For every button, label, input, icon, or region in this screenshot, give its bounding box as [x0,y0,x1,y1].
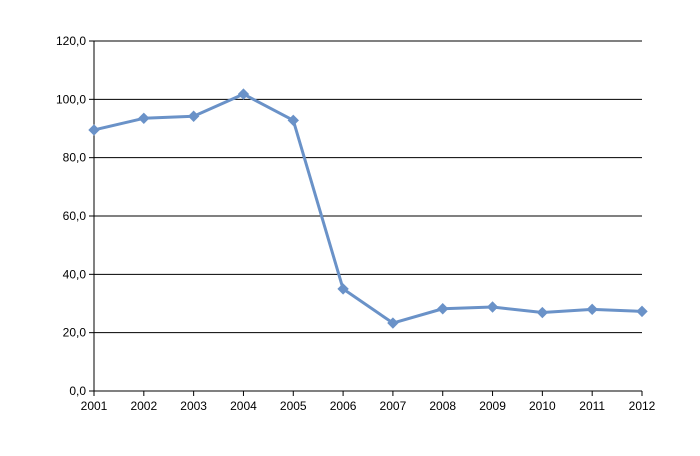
data-point-2012 [636,305,648,318]
series [88,88,648,329]
y-tick-label: 40,0 [63,267,87,281]
data-point-2007 [387,317,399,329]
gridlines [94,40,642,334]
data-point-2011 [586,303,598,316]
data-point-2002 [138,112,150,124]
x-tick-label: 2011 [579,399,605,413]
x-tick-label: 2010 [529,399,556,413]
data-point-2003 [187,110,200,122]
data-point-2005 [287,114,299,127]
data-point-2008 [437,303,449,315]
x-tick-label: 2007 [380,399,407,413]
x-tick-label: 2005 [280,399,307,413]
y-tick-label: 100,0 [56,92,86,106]
axes [89,40,643,396]
x-tick-label: 2008 [429,399,456,413]
x-tick-label: 2012 [629,399,656,413]
y-tick-label: 20,0 [63,326,87,340]
x-tick-label: 2009 [479,399,506,413]
y-tick-label: 0,0 [69,384,86,398]
data-point-2001 [88,124,100,136]
x-tick-label: 2006 [330,399,357,413]
y-tick-label: 120,0 [56,34,86,48]
x-tick-label: 2001 [81,399,108,413]
data-point-2009 [486,301,499,313]
x-tick-label: 2003 [180,399,207,413]
y-tick-label: 80,0 [63,151,87,165]
data-point-2010 [536,306,549,319]
data-point-2004 [237,88,250,100]
series-line [92,92,644,325]
x-tick-label: 2002 [130,399,157,413]
y-tick-label: 60,0 [63,209,87,223]
tick-labels: 0,0 20,0 40,0 60,0 80,0 100,0 120,0 2001 2002 200… [56,34,656,413]
x-tick-label: 2004 [230,399,257,413]
data-point-2006 [337,283,349,295]
